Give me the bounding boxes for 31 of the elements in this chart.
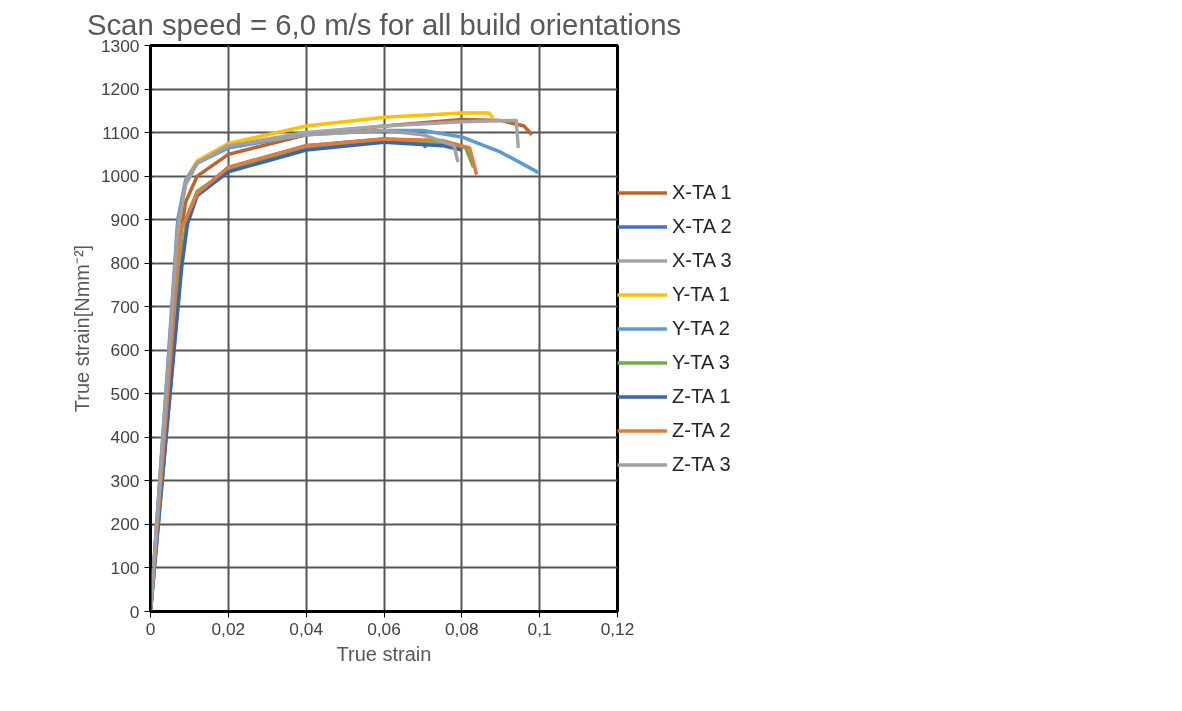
y-tick-label: 700	[110, 296, 140, 317]
x-axis-title: True strain	[336, 642, 432, 665]
legend-label: X-TA 3	[672, 248, 732, 272]
y-tick-label: 100	[110, 557, 140, 578]
y-tick-label: 300	[110, 470, 140, 491]
x-tick-label: 0,06	[367, 618, 401, 639]
y-axis-title: True strain[Nmm⁻²]	[70, 244, 93, 413]
legend-label: Y-TA 2	[672, 316, 730, 340]
y-tick-label: 1000	[100, 166, 140, 187]
y-tick-label: 500	[110, 383, 140, 404]
legend-label: Z-TA 3	[672, 452, 731, 476]
y-tick-label: 900	[110, 209, 140, 230]
y-tick-label: 200	[110, 514, 140, 535]
legend-label: X-TA 1	[672, 180, 732, 204]
y-tick-label: 600	[110, 340, 140, 361]
x-tick-label: 0,12	[600, 618, 635, 639]
x-tick-label: 0,1	[527, 618, 552, 639]
x-tick-label: 0,08	[444, 618, 479, 639]
y-tick-label: 1200	[100, 79, 140, 100]
x-tick-label: 0,04	[289, 618, 324, 639]
legend-label: X-TA 2	[672, 214, 732, 238]
legend-label: Y-TA 1	[672, 282, 730, 306]
legend-label: Z-TA 2	[672, 418, 731, 442]
y-tick-label: 0	[129, 601, 140, 622]
y-tick-label: 1100	[102, 122, 140, 143]
x-tick-label: 0	[145, 618, 156, 639]
legend-label: Y-TA 3	[672, 350, 730, 374]
y-tick-label: 400	[110, 427, 140, 448]
y-tick-label: 800	[110, 253, 140, 274]
x-tick-label: 0,02	[211, 618, 246, 639]
legend-label: Z-TA 1	[672, 384, 731, 408]
